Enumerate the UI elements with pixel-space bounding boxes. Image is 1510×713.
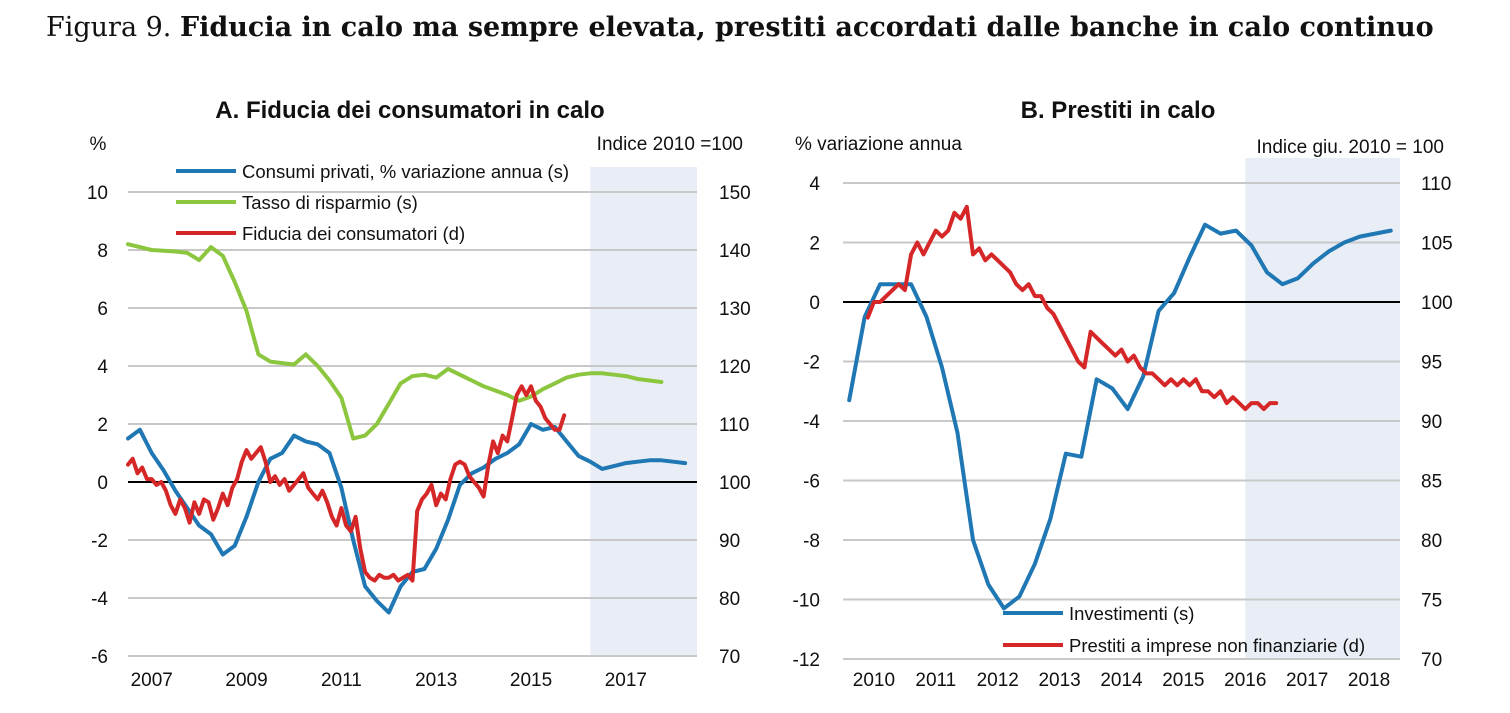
y-left-tick-label-b: 2	[809, 234, 820, 255]
y-right-tick-label-a: 120	[719, 357, 751, 378]
series-line-a-0	[126, 422, 688, 615]
legend-label-a-2: Fiducia dei consumatori (d)	[242, 223, 465, 244]
x-tick-label-b: 2013	[1038, 670, 1080, 691]
figure-heading: Fiducia in calo ma sempre elevata, prest…	[179, 12, 1434, 43]
y-left-tick-label-b: -12	[793, 650, 820, 671]
y-left-tick-label-b: 4	[809, 174, 820, 195]
x-tick-label-b: 2018	[1348, 670, 1390, 691]
x-tick-label-b: 2014	[1100, 670, 1143, 691]
figure-number: Figura 9.	[46, 12, 172, 43]
y-right-tick-label-b: 95	[1421, 353, 1442, 374]
series-line-b-1	[865, 204, 1279, 412]
y-right-tick-label-a: 70	[719, 647, 740, 668]
y-right-tick-label-a: 150	[719, 183, 751, 204]
legend-label-a-1: Tasso di risparmio (s)	[242, 192, 418, 213]
y-left-tick-label-b: -2	[803, 353, 820, 374]
legend-label-b-1: Prestiti a imprese non finanziarie (d)	[1069, 635, 1365, 656]
y-left-tick-label-b: -10	[793, 591, 820, 612]
x-tick-label-a: 2011	[321, 670, 362, 691]
y-left-tick-label-b: -4	[803, 412, 820, 433]
y-left-tick-label-a: 10	[87, 183, 108, 204]
right-axis-unit-b: Indice giu. 2010 = 100	[1256, 137, 1444, 158]
y-right-tick-label-b: 75	[1421, 591, 1442, 612]
x-tick-label-b: 2011	[915, 670, 956, 691]
y-left-tick-label-a: -6	[91, 647, 108, 668]
y-left-tick-label-a: 4	[97, 357, 108, 378]
y-left-tick-label-a: 8	[97, 241, 108, 262]
series-line-a-2	[126, 384, 567, 583]
y-left-tick-label-a: 6	[97, 299, 108, 320]
y-left-tick-label-b: -6	[803, 472, 820, 493]
x-tick-label-a: 2015	[510, 670, 552, 691]
y-right-tick-label-b: 85	[1421, 472, 1442, 493]
y-left-tick-label-a: -2	[91, 531, 108, 552]
legend-label-b-0: Investimenti (s)	[1069, 603, 1194, 624]
y-right-tick-label-b: 110	[1421, 174, 1451, 195]
y-right-tick-label-a: 110	[719, 415, 749, 436]
series-line-a-1	[126, 242, 664, 441]
y-right-tick-label-a: 130	[719, 299, 751, 320]
x-tick-label-b: 2015	[1162, 670, 1204, 691]
y-right-tick-label-b: 70	[1421, 650, 1442, 671]
x-tick-label-a: 2007	[131, 670, 173, 691]
y-left-tick-label-b: 0	[809, 293, 820, 314]
y-left-tick-label-a: 0	[97, 473, 108, 494]
panel-title-a: A. Fiducia dei consumatori in calo	[215, 97, 604, 124]
right-axis-unit-a: Indice 2010 =100	[597, 134, 743, 155]
y-left-tick-label-a: -4	[91, 589, 108, 610]
x-tick-label-a: 2013	[415, 670, 457, 691]
projection-shading-a	[590, 167, 697, 656]
y-right-tick-label-a: 90	[719, 531, 740, 552]
left-axis-unit-b: % variazione annua	[795, 134, 962, 155]
y-right-tick-label-b: 90	[1421, 412, 1442, 433]
y-right-tick-label-b: 100	[1421, 293, 1453, 314]
y-left-tick-label-a: 2	[97, 415, 108, 436]
x-tick-label-b: 2016	[1224, 670, 1266, 691]
y-right-tick-label-a: 140	[719, 241, 751, 262]
left-axis-unit-a: %	[90, 134, 107, 155]
series-line-b-0	[847, 222, 1393, 611]
x-tick-label-a: 2009	[225, 670, 267, 691]
y-left-tick-label-b: -8	[803, 531, 820, 552]
y-right-tick-label-b: 80	[1421, 531, 1442, 552]
x-tick-label-a: 2017	[605, 670, 647, 691]
x-tick-label-b: 2010	[853, 670, 895, 691]
y-right-tick-label-b: 105	[1421, 234, 1453, 255]
legend-label-a-0: Consumi privati, % variazione annua (s)	[242, 161, 569, 182]
x-tick-label-b: 2012	[977, 670, 1019, 691]
x-tick-label-b: 2017	[1286, 670, 1328, 691]
figure-title: Figura 9. Fiducia in calo ma sempre elev…	[46, 12, 1434, 43]
y-right-tick-label-a: 100	[719, 473, 751, 494]
y-right-tick-label-a: 80	[719, 589, 740, 610]
panel-title-b: B. Prestiti in calo	[1021, 97, 1216, 124]
